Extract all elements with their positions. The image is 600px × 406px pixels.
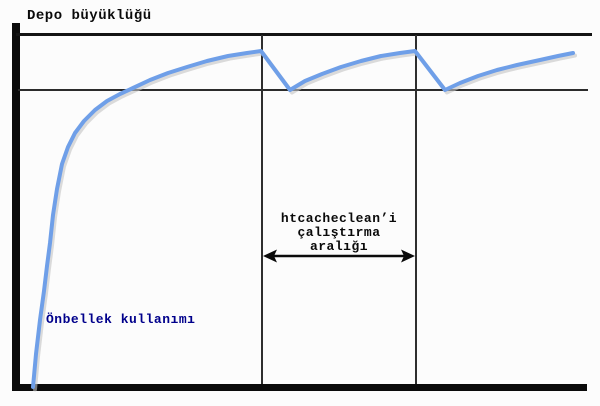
storage-size-limit-line	[16, 33, 592, 36]
interval-annotation-line-3: aralığı	[309, 239, 369, 254]
cache-usage-label: Önbellek kullanımı	[46, 312, 196, 327]
cache-usage-curve-shadow	[33, 51, 577, 392]
interval-annotation-line-2: çalıştırma	[297, 225, 381, 240]
x-axis	[12, 384, 587, 391]
interval-annotation-line-1: htcacheclean’i	[280, 211, 398, 226]
interval-arrow-left-head-icon	[263, 249, 277, 263]
cleanup-run-marker-1	[261, 35, 263, 384]
interval-annotation: htcacheclean’i çalıştırma aralığı	[263, 212, 415, 254]
cleanup-run-marker-2	[415, 35, 417, 384]
chart-title: Depo büyüklüğü	[27, 8, 152, 24]
interval-arrow-right-head-icon	[401, 249, 415, 263]
cache-usage-curve	[31, 49, 575, 389]
cleanup-target-level-line	[18, 89, 588, 91]
y-axis	[12, 23, 20, 391]
